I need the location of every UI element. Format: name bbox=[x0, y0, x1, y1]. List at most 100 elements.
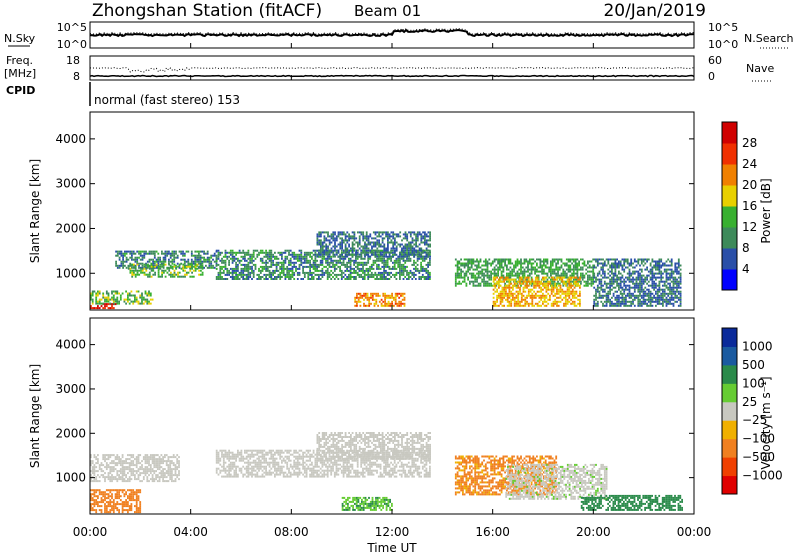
heatmap-cell bbox=[104, 454, 106, 457]
heatmap-cell bbox=[505, 276, 507, 279]
heatmap-cell bbox=[112, 302, 115, 305]
heatmap-cell bbox=[612, 278, 615, 281]
heatmap-cell bbox=[528, 260, 531, 263]
heatmap-cell bbox=[364, 255, 366, 258]
heatmap-cell bbox=[111, 476, 113, 479]
heatmap-cell bbox=[534, 280, 537, 283]
heatmap-cell bbox=[508, 288, 511, 291]
heatmap-cell bbox=[367, 267, 370, 270]
heatmap-cell bbox=[370, 292, 372, 295]
heatmap-cell bbox=[100, 302, 103, 305]
heatmap-cell bbox=[173, 271, 176, 274]
heatmap-cell bbox=[504, 282, 506, 285]
heatmap-cell bbox=[127, 296, 129, 299]
heatmap-cell bbox=[346, 235, 349, 238]
heatmap-cell bbox=[667, 292, 670, 295]
heatmap-cell bbox=[109, 462, 112, 465]
heatmap-cell bbox=[570, 278, 572, 281]
heatmap-cell bbox=[596, 302, 599, 305]
heatmap-cell bbox=[424, 233, 426, 236]
heatmap-cell bbox=[526, 282, 528, 285]
heatmap-cell bbox=[364, 237, 366, 240]
heatmap-cell bbox=[388, 253, 391, 256]
heatmap-cell bbox=[413, 255, 416, 258]
heatmap-cell bbox=[388, 267, 391, 270]
heatmap-cell bbox=[603, 304, 606, 307]
heatmap-cell bbox=[571, 302, 574, 305]
heatmap-cell bbox=[272, 273, 274, 276]
heatmap-cell bbox=[335, 237, 338, 240]
heatmap-cell bbox=[429, 243, 431, 246]
heatmap-cell bbox=[406, 273, 408, 276]
heatmap-cell bbox=[155, 474, 157, 477]
heatmap-cell bbox=[307, 265, 310, 268]
heatmap-cell bbox=[421, 265, 424, 268]
heatmap-cell bbox=[128, 292, 131, 295]
heatmap-cell bbox=[635, 282, 638, 285]
heatmap-cell bbox=[506, 298, 509, 301]
heatmap-cell bbox=[460, 282, 462, 285]
heatmap-cell bbox=[182, 254, 184, 257]
heatmap-cell bbox=[602, 264, 604, 267]
heatmap-cell bbox=[151, 458, 154, 461]
heatmap-cell bbox=[467, 276, 469, 279]
heatmap-cell bbox=[515, 282, 518, 285]
heatmap-cell bbox=[162, 458, 164, 461]
heatmap-cell bbox=[300, 255, 303, 258]
heatmap-cell bbox=[390, 239, 393, 242]
heatmap-cell bbox=[528, 268, 531, 271]
heatmap-cell bbox=[646, 268, 648, 271]
heatmap-cell bbox=[314, 259, 317, 262]
heatmap-cell bbox=[340, 271, 343, 274]
heatmap-cell bbox=[98, 290, 101, 293]
heatmap-cell bbox=[590, 270, 593, 273]
heatmap-cell bbox=[365, 263, 368, 266]
heatmap-cell bbox=[628, 300, 631, 303]
heatmap-cell bbox=[145, 273, 148, 276]
heatmap-cell bbox=[390, 276, 392, 278]
heatmap-cell bbox=[162, 462, 164, 465]
heatmap-cell bbox=[118, 476, 120, 479]
heatmap-cell bbox=[159, 258, 161, 261]
heatmap-cell bbox=[585, 282, 588, 285]
heatmap-cell bbox=[143, 263, 146, 266]
heatmap-cell bbox=[252, 259, 255, 262]
heatmap-cell bbox=[185, 265, 188, 268]
heatmap-cell bbox=[679, 302, 682, 305]
heatmap-cell bbox=[139, 466, 142, 469]
heatmap-cell bbox=[152, 260, 154, 263]
heatmap-cell bbox=[176, 468, 179, 471]
heatmap-cell bbox=[351, 241, 354, 244]
heatmap-cell bbox=[477, 284, 480, 287]
heatmap-cell bbox=[91, 466, 94, 469]
heatmap-cell bbox=[109, 472, 112, 475]
heatmap-cell bbox=[492, 280, 495, 283]
heatmap-cell bbox=[167, 480, 170, 483]
heatmap-cell bbox=[495, 272, 498, 275]
heatmap-cell bbox=[132, 250, 135, 253]
heatmap-cell bbox=[165, 472, 168, 475]
heatmap-cell bbox=[196, 256, 198, 259]
heatmap-cell bbox=[557, 276, 560, 279]
heatmap-cell bbox=[387, 235, 389, 238]
heatmap-cell bbox=[309, 261, 311, 264]
heatmap-cell bbox=[355, 276, 357, 278]
heatmap-cell bbox=[377, 263, 380, 266]
heatmap-cell bbox=[386, 259, 389, 262]
heatmap-cell bbox=[344, 253, 347, 256]
heatmap-cell bbox=[573, 296, 576, 299]
heatmap-cell bbox=[416, 245, 419, 248]
heatmap-cell bbox=[327, 251, 329, 254]
heatmap-cell bbox=[365, 249, 368, 252]
heatmap-cell bbox=[401, 298, 404, 301]
heatmap-cell bbox=[222, 261, 225, 264]
heatmap-cell bbox=[458, 268, 461, 271]
heatmap-cell bbox=[637, 296, 640, 299]
heatmap-cell bbox=[128, 468, 131, 471]
heatmap-cell bbox=[146, 472, 149, 475]
heatmap-cell bbox=[520, 282, 523, 285]
heatmap-cell bbox=[198, 258, 200, 261]
heatmap-cell bbox=[312, 259, 315, 262]
heatmap-cell bbox=[134, 252, 137, 255]
heatmap-cell bbox=[146, 458, 149, 461]
